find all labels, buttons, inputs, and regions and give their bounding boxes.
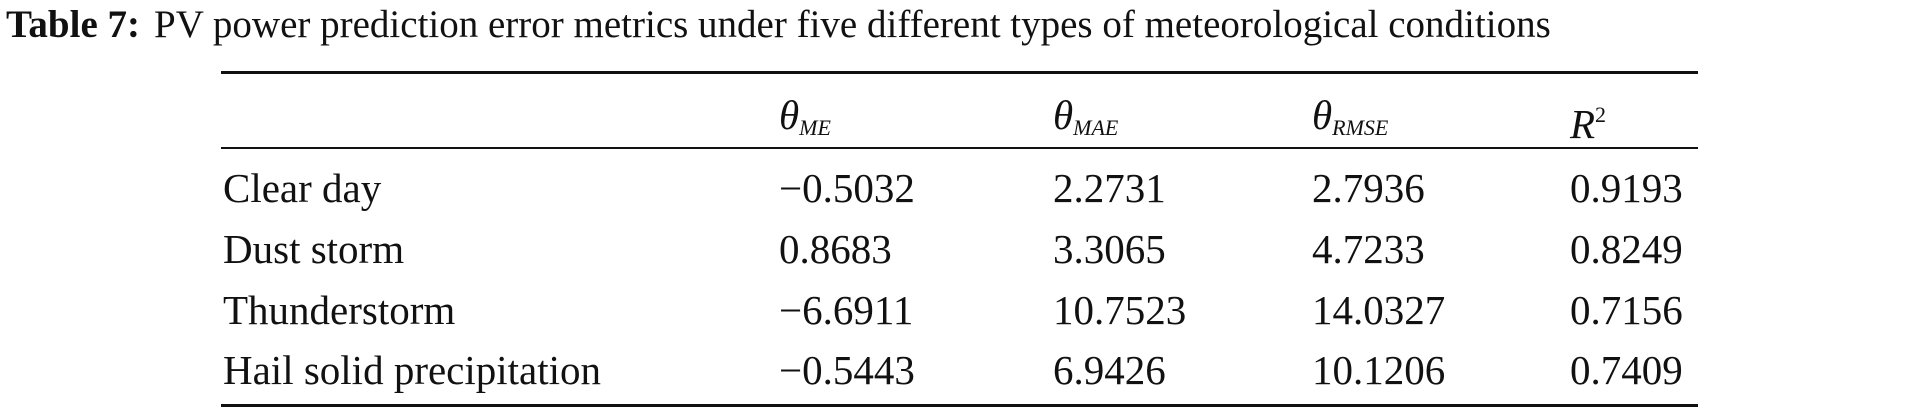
table-cell: −6.6911 — [779, 287, 914, 333]
top-rule — [221, 71, 1698, 74]
bottom-rule — [221, 404, 1698, 407]
row-label: Clear day — [223, 165, 382, 211]
table-cell: 0.7409 — [1570, 347, 1683, 393]
table-cell: 0.8683 — [779, 226, 892, 272]
table-cell: 0.8249 — [1570, 226, 1683, 272]
header-subscript: MAE — [1073, 115, 1119, 140]
header-cell: θMAE — [1053, 92, 1118, 151]
mid-rule — [221, 147, 1698, 149]
header-symbol: θ — [779, 92, 800, 138]
header-subscript: ME — [799, 115, 831, 140]
table-cell: −0.5443 — [779, 347, 915, 393]
table-cell: 2.7936 — [1312, 165, 1425, 211]
header-superscript: 2 — [1595, 102, 1607, 127]
table-cell: −0.5032 — [779, 165, 915, 211]
caption-label: Table 7: — [6, 3, 141, 46]
table-cell: 14.0327 — [1312, 287, 1446, 333]
table-cell: 10.1206 — [1312, 347, 1446, 393]
header-cell: R2 — [1570, 92, 1606, 147]
row-label: Dust storm — [223, 226, 405, 272]
header-cell: θRMSE — [1312, 92, 1388, 151]
table-caption: Table 7: PV power prediction error metric… — [6, 2, 1906, 48]
table-cell: 4.7233 — [1312, 226, 1425, 272]
header-symbol: R — [1570, 101, 1596, 147]
table-cell: 10.7523 — [1053, 287, 1187, 333]
table-cell: 0.9193 — [1570, 165, 1683, 211]
row-label: Thunderstorm — [223, 287, 456, 333]
caption-text: PV power prediction error metrics under … — [154, 3, 1551, 46]
row-label: Hail solid precipitation — [223, 347, 602, 393]
table-cell: 6.9426 — [1053, 347, 1166, 393]
header-symbol: θ — [1053, 92, 1074, 138]
header-subscript: RMSE — [1332, 115, 1389, 140]
table-cell: 0.7156 — [1570, 287, 1683, 333]
table-cell: 2.2731 — [1053, 165, 1166, 211]
table-cell: 3.3065 — [1053, 226, 1166, 272]
header-symbol: θ — [1312, 92, 1333, 138]
header-cell: θME — [779, 92, 831, 151]
